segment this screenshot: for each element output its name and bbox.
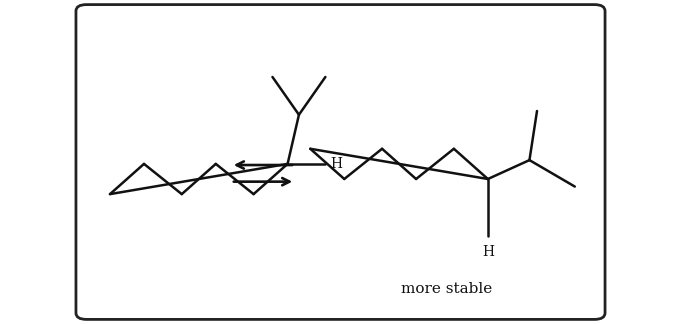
FancyBboxPatch shape [76,5,605,319]
Text: H: H [482,245,494,259]
Text: H: H [330,157,342,171]
Text: more stable: more stable [400,282,492,296]
